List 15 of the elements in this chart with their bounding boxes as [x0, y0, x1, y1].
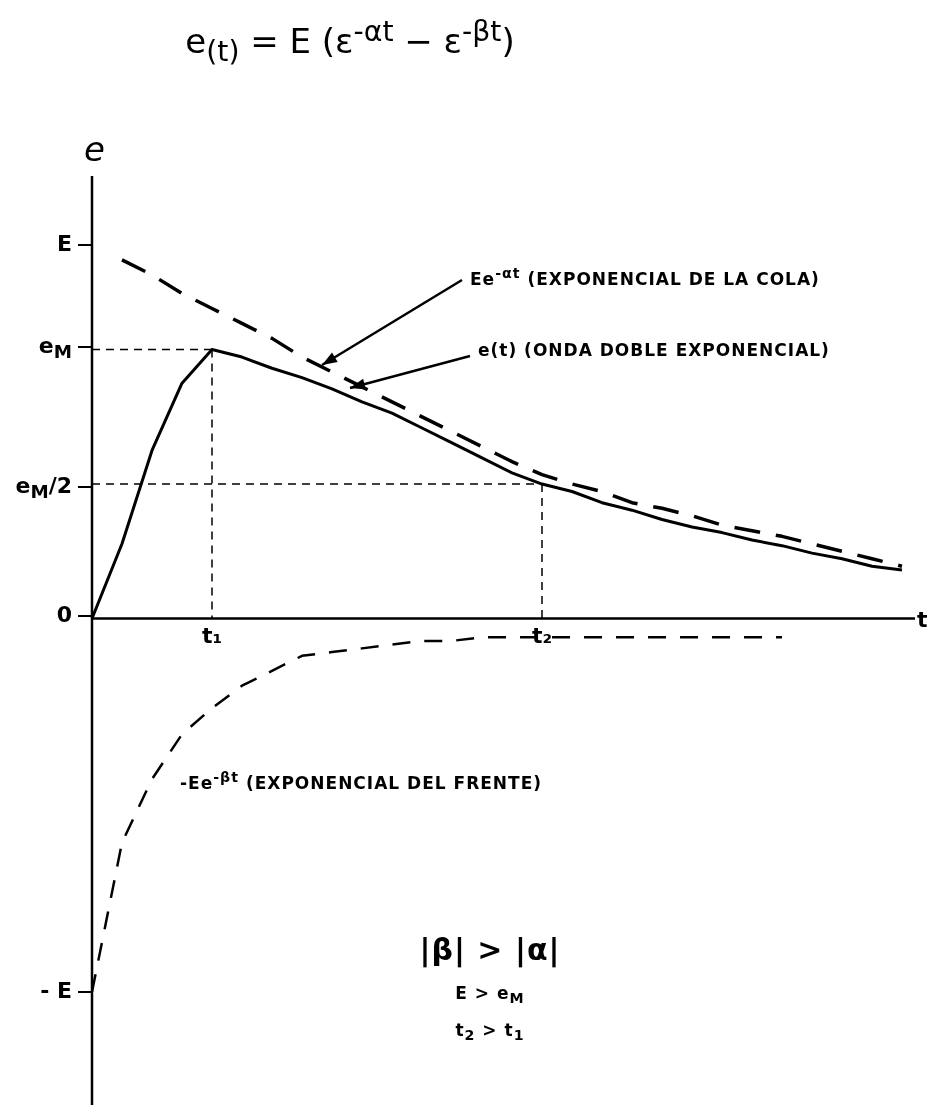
text: e$_{M}$ [38, 333, 72, 363]
text: t$_{2}$ > t$_{1}$ [454, 1020, 526, 1044]
chart-title: e$_{(t)}$ = E (ε$^{-αt}$ − ε$^{-βt}$) [184, 15, 516, 69]
y-axis-title: e [84, 129, 105, 169]
x-axis-title: t [917, 606, 928, 632]
annotation: Ee$^{-αt}$ (EXPONENCIAL DE LA COLA) [470, 265, 820, 289]
text: e$_{M}$/2 [15, 473, 72, 503]
annotation: -Ee$^{-βt}$ (EXPONENCIAL DEL FRENTE) [180, 769, 543, 793]
text: 0 [56, 602, 72, 627]
text: E [56, 231, 72, 256]
x-tick-label: t₁ [201, 623, 223, 649]
annotation: E > e$_{M}$ [454, 983, 526, 1007]
text: - E [40, 978, 72, 1003]
annotation: |β| > |α| [418, 932, 562, 967]
annotation: e(t) (ONDA DOBLE EXPONENCIAL) [478, 340, 830, 360]
